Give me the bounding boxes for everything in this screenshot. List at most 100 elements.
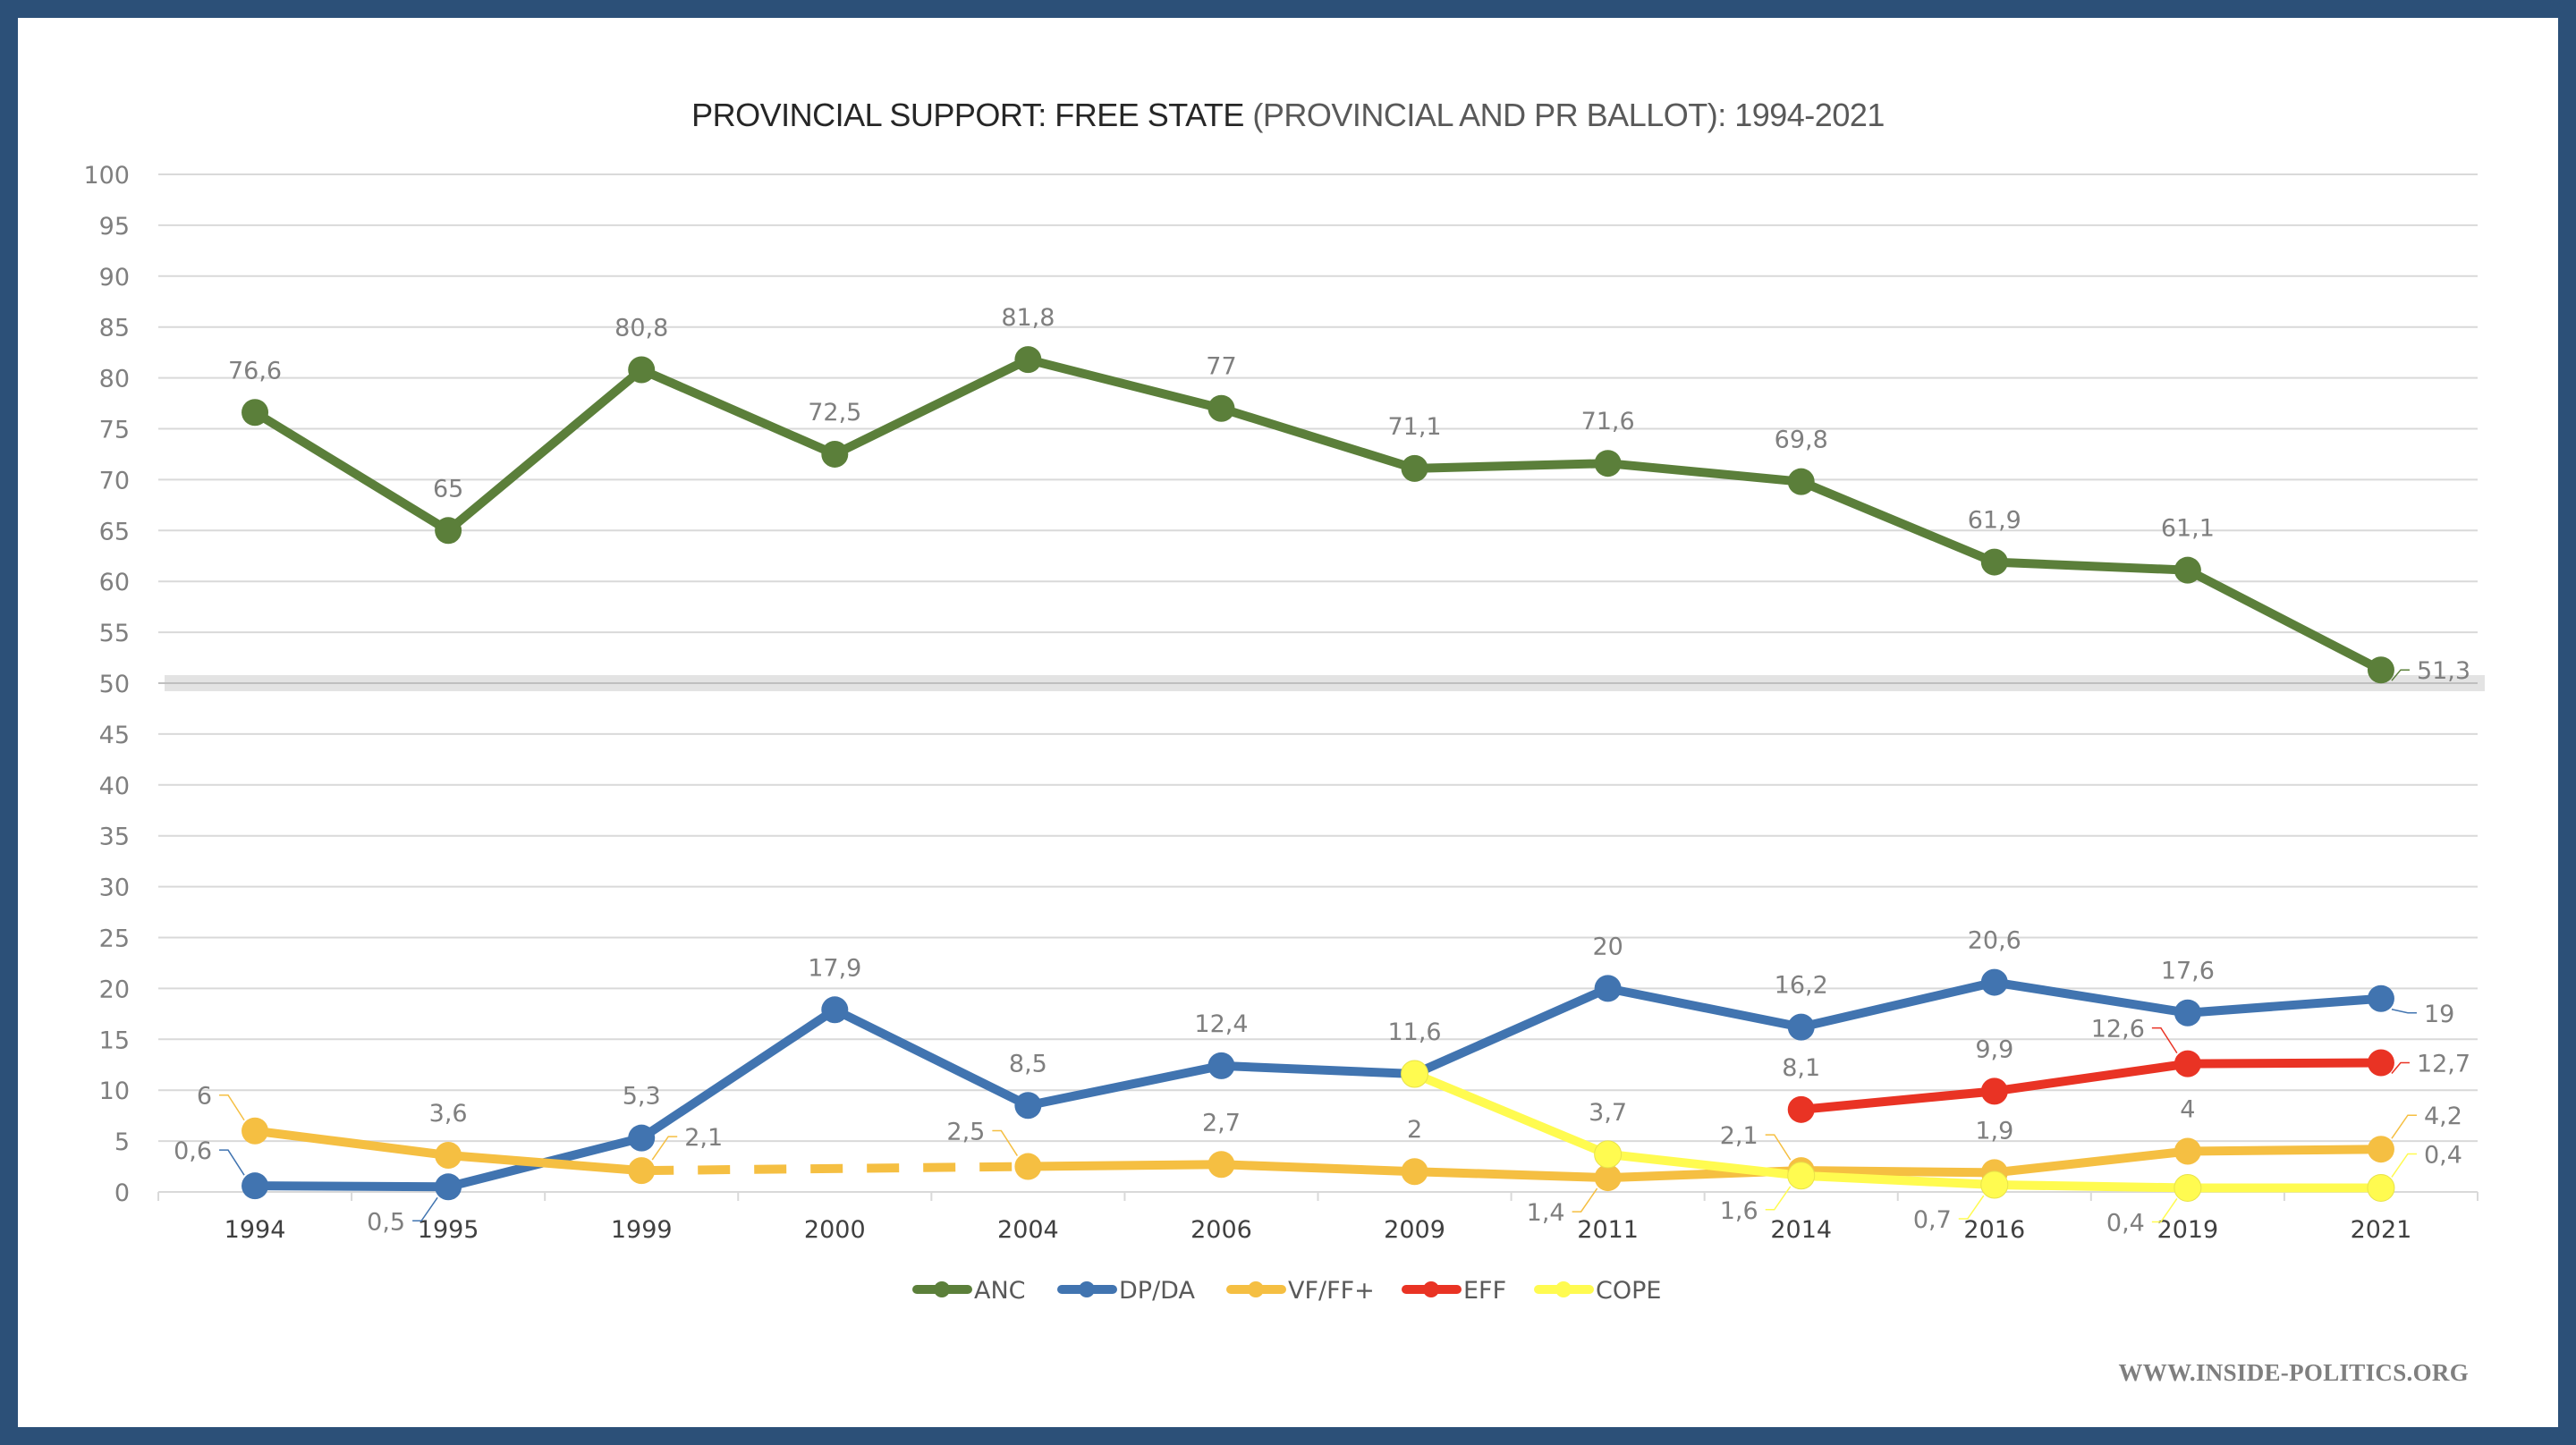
y-tick-label: 75 [99, 417, 130, 444]
series-segment-anc [1989, 557, 2192, 575]
legend-label-dp-da: DP/DA [1119, 1277, 1195, 1305]
marker-vf-ff [242, 1117, 269, 1145]
legend-marker-anc [934, 1281, 950, 1297]
y-tick-label: 80 [99, 366, 130, 393]
marker-dp-da [2174, 999, 2201, 1027]
marker-dp-da [1980, 968, 2008, 996]
data-label-cope: 0,4 [2424, 1141, 2462, 1169]
data-label-dp-da: 20,6 [1968, 927, 2021, 955]
data-label-anc: 69,8 [1775, 427, 1828, 454]
x-tick-label: 1994 [225, 1216, 286, 1244]
data-label-anc: 71,6 [1581, 408, 1635, 435]
leader-line-anc [2391, 669, 2410, 681]
data-label-anc: 61,9 [1968, 507, 2021, 535]
y-tick-label: 45 [99, 722, 130, 749]
series-segment-cope [1796, 1170, 1999, 1190]
legend-marker-eff [1423, 1281, 1439, 1297]
series-markers [242, 346, 2395, 1202]
leader-line-eff [2391, 1061, 2410, 1074]
series-segment-anc [1216, 403, 1419, 473]
x-tick-label: 2006 [1191, 1216, 1252, 1244]
leader-line-dp-da [412, 1196, 438, 1222]
x-tick-label: 1995 [418, 1216, 479, 1244]
y-tick-label: 5 [114, 1128, 130, 1156]
data-label-dp-da: 5,3 [623, 1083, 661, 1111]
x-tick-label: 2016 [1963, 1216, 2025, 1244]
marker-cope [2367, 1173, 2395, 1202]
y-tick-label: 40 [99, 773, 130, 800]
marker-vf-ff [2367, 1136, 2394, 1163]
series-segment-anc [1023, 355, 1226, 413]
series-segment-dp-da [1989, 977, 2192, 1018]
series-segment-vf-ff [444, 1151, 647, 1176]
data-label-cope: 3,7 [1589, 1099, 1627, 1127]
data-label-eff: 9,9 [1975, 1035, 2013, 1063]
marker-eff [2174, 1050, 2201, 1077]
marker-anc [628, 356, 656, 384]
y-tick-label: 100 [83, 162, 130, 190]
series-segment-anc [1603, 459, 1806, 486]
marker-cope [1787, 1162, 1816, 1190]
leader-line-cope [2151, 1198, 2178, 1223]
data-label-vf-ff: 6 [197, 1083, 212, 1111]
data-label-cope: 0,7 [1913, 1206, 1952, 1234]
legend-label-cope: COPE [1596, 1277, 1661, 1305]
series-segment-dp-da [250, 1181, 453, 1192]
marker-vf-ff [2174, 1137, 2201, 1165]
leader-line-vf-ff [992, 1129, 1019, 1156]
label-leader-lines [219, 669, 2417, 1223]
data-label-eff: 8,1 [1782, 1054, 1820, 1082]
series-segment-vf-ff [1989, 1146, 2192, 1178]
x-tick-label: 2000 [804, 1216, 866, 1244]
data-label-vf-ff: 1,4 [1527, 1199, 1565, 1227]
legend-marker-cope [1555, 1281, 1572, 1297]
marker-vf-ff [435, 1142, 462, 1170]
marker-anc [2367, 656, 2394, 684]
data-label-dp-da: 19 [2424, 1001, 2454, 1028]
legend-label-anc: ANC [974, 1277, 1026, 1305]
y-tick-label: 90 [99, 264, 130, 292]
x-tick-label: 2014 [1770, 1216, 1832, 1244]
leader-line-vf-ff [1765, 1134, 1792, 1161]
data-label-dp-da: 17,9 [808, 954, 861, 982]
data-label-anc: 77 [1206, 353, 1236, 381]
legend-marker-vf-ff [1248, 1281, 1264, 1297]
data-label-vf-ff: 4 [2180, 1095, 2195, 1123]
chart-title-main: PROVINCIAL SUPPORT: FREE STATE [691, 97, 1244, 133]
leader-line-vf-ff [651, 1136, 678, 1161]
y-tick-label: 30 [99, 875, 130, 902]
leader-line-vf-ff [1572, 1187, 1598, 1213]
series-segment-anc [2182, 565, 2385, 675]
data-label-dp-da: 16,2 [1775, 972, 1828, 1000]
series-segment-vf-ff [641, 1162, 1029, 1176]
marker-vf-ff [1208, 1151, 1235, 1179]
series-segment-anc [250, 408, 453, 536]
series-segment-cope [1410, 1069, 1613, 1159]
marker-vf-ff [628, 1157, 656, 1185]
chart-title: PROVINCIAL SUPPORT: FREE STATE (PROVINCI… [0, 97, 2576, 134]
data-label-dp-da: 20 [1592, 933, 1623, 960]
series-segment-dp-da [1796, 977, 1999, 1032]
data-label-cope: 0,4 [2106, 1209, 2145, 1237]
marker-dp-da [1208, 1052, 1235, 1079]
series-segment-dp-da [1410, 984, 1613, 1078]
series-segment-dp-da [2182, 993, 2385, 1018]
x-tick-label: 2009 [1384, 1216, 1445, 1244]
marker-anc [2174, 556, 2201, 584]
data-label-eff: 12,7 [2417, 1050, 2470, 1077]
data-label-anc: 76,6 [228, 357, 282, 384]
y-tick-label: 0 [114, 1179, 130, 1207]
leader-line-dp-da [2391, 1009, 2417, 1014]
data-label-dp-da: 8,5 [1009, 1050, 1047, 1077]
chart-subtitle: (PROVINCIAL AND PR BALLOT): 1994-2021 [1252, 97, 1885, 133]
x-tick-label: 2021 [2351, 1216, 2412, 1244]
marker-dp-da [1594, 975, 1622, 1002]
series-segment-dp-da [830, 1005, 1033, 1111]
legend-label-eff: EFF [1463, 1277, 1506, 1305]
y-tick-label: 95 [99, 213, 130, 241]
data-label-anc: 72,5 [808, 399, 861, 427]
data-label-anc: 71,1 [1387, 413, 1441, 441]
marker-anc [1401, 454, 1428, 482]
y-tick-label: 55 [99, 620, 130, 647]
series-segment-vf-ff [2182, 1145, 2385, 1156]
